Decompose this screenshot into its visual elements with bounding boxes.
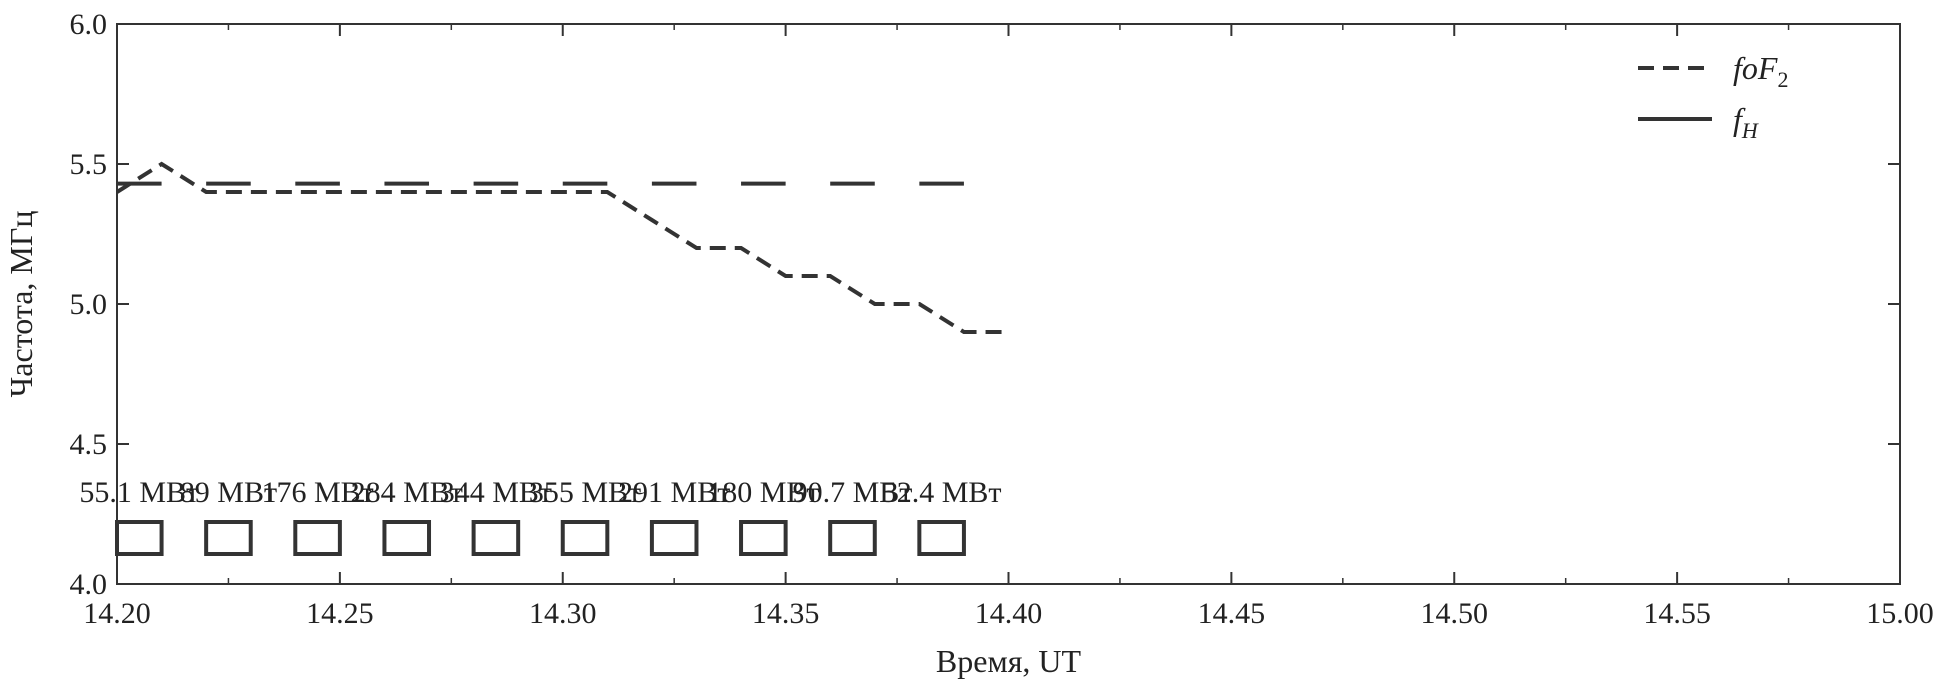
heating-power-label: 291 МВт [618,476,730,509]
heating-power-label: 176 МВт [261,476,373,509]
y-axis-title: Частота, МГц [3,211,39,398]
heating-period-box [293,520,342,556]
heating-power-label: 90.7 МВт [793,476,913,509]
x-axis: 14.20 14.25 14.30 14.35 14.40 14.45 14.50 14.55… [83,24,1934,630]
foF2-line [115,161,1009,334]
heating-power-label: 55.1 МВт [79,476,199,509]
x-tick-label: 14.45 [1198,597,1266,630]
heating-period-box [204,520,253,556]
x-tick-label: 14.30 [529,597,597,630]
heating-period-box [828,520,877,556]
x-tick-label: 14.25 [306,597,374,630]
heating-period-box [649,520,699,556]
x-tick-label: 15.00 [1866,597,1934,630]
x-tick-label: 14.50 [1421,597,1489,630]
heating-period-box [382,520,432,556]
heating-power-label: 180 МВт [707,476,819,509]
y-tick-label: 4.5 [70,428,108,461]
legend-label-foF2: foF2 [1733,50,1788,92]
heating-power-label: 284 МВт [351,476,463,509]
heating-period-box [115,520,164,556]
heating-period-box [471,520,521,556]
x-tick-label: 14.55 [1643,597,1711,630]
heating-power-label: 344 МВт [440,476,552,509]
x-tick-label: 14.20 [83,597,151,630]
x-tick-label: 14.40 [975,597,1043,630]
x-axis-title: Время, UT [936,643,1082,679]
x-tick-label: 14.35 [752,597,820,630]
heating-power-label: 355 МВт [529,476,641,509]
heating-power-label: 89 МВт [180,476,277,509]
heating-power-label: 52.4 МВт [882,476,1002,509]
legend: foF2 fH [1638,50,1788,143]
y-axis: 4.0 4.5 5.0 5.5 6.0 [70,8,1900,601]
series-foF2 [115,161,1009,334]
heating-period-box [917,520,966,556]
heating-period-box [560,520,610,556]
heating-period-box [739,520,788,556]
legend-label-fH: fH [1733,101,1759,143]
y-tick-label: 4.0 [70,568,108,601]
y-tick-label: 6.0 [70,8,108,41]
y-tick-label: 5.0 [70,288,108,321]
y-tick-label: 5.5 [70,148,108,181]
